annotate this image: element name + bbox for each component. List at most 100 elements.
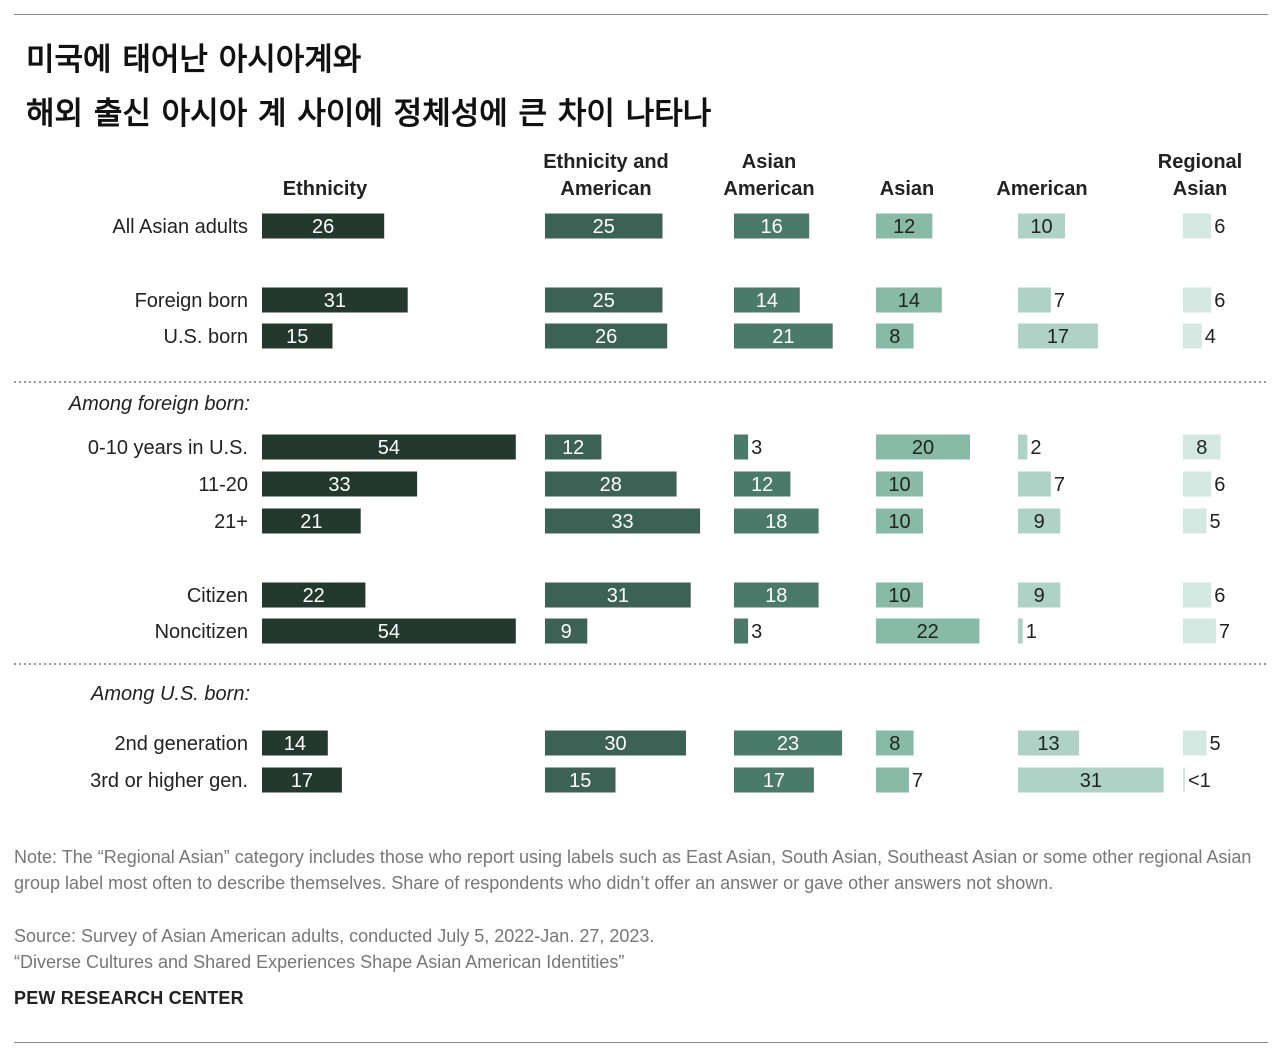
bar [876,508,923,534]
row-label: Foreign born [135,290,248,312]
data-label: 4 [1205,326,1216,348]
data-label: 31 [1080,770,1102,792]
data-label: 15 [569,770,591,792]
data-label: 31 [607,585,629,607]
bar [545,582,691,608]
bar [1183,730,1207,756]
row-label: 0-10 years in U.S. [88,437,248,459]
bar [734,618,749,644]
data-label: 18 [765,585,787,607]
chart-title-line1: 미국에 태어난 아시아계와 [26,42,362,78]
column-header-1: Ethnicity and [543,151,669,173]
bar [876,323,914,349]
data-label: 21 [300,511,322,533]
data-label: 3 [751,437,762,459]
bar [876,213,933,239]
data-label: 25 [593,216,615,238]
data-label: 22 [303,585,325,607]
bar [262,287,408,313]
bar [1183,287,1212,313]
bar [1018,287,1051,313]
bar [262,730,328,756]
bar [1183,323,1202,349]
bar [1183,582,1212,608]
data-label: 25 [593,290,615,312]
bar [1183,213,1212,239]
row-label: All Asian adults [112,216,248,238]
bar [1183,767,1185,793]
column-header-1: American [560,178,651,200]
bar [734,213,810,239]
group-label: Among U.S. born: [90,683,250,705]
bar [262,434,516,460]
bar [876,618,980,644]
top-rule [14,14,1268,15]
column-header-5: Regional [1158,151,1242,173]
bar [545,508,701,534]
row-label: Noncitizen [155,621,248,643]
data-label: 7 [1219,621,1230,643]
bar [545,767,616,793]
data-label: 15 [286,326,308,348]
data-label: 26 [312,216,334,238]
data-label: 8 [889,326,900,348]
data-label: 7 [1054,474,1065,496]
data-label: 6 [1214,216,1225,238]
data-label: 6 [1214,474,1225,496]
column-header-3: Asian [880,178,934,200]
bar [1018,618,1023,644]
bar [262,323,333,349]
row-label: 2nd generation [115,733,248,755]
bar [734,434,749,460]
bar [1018,767,1164,793]
data-label: 31 [324,290,346,312]
data-label: 2 [1030,437,1041,459]
data-label: 3 [751,621,762,643]
data-label: 10 [1030,216,1052,238]
data-label: 18 [765,511,787,533]
data-label: 13 [1037,733,1059,755]
column-header-4: American [996,178,1087,200]
column-header-2: American [723,178,814,200]
data-label: 14 [756,290,778,312]
bar [262,471,418,497]
data-label: 8 [1196,437,1207,459]
data-label: 10 [888,511,910,533]
bar [876,471,923,497]
bar [734,767,814,793]
bar [1018,508,1061,534]
column-header-0: Ethnicity [283,178,368,200]
chart-note: Note: The “Regional Asian” category incl… [14,847,1252,893]
data-label: 33 [328,474,350,496]
bar [876,767,909,793]
data-label: 6 [1214,290,1225,312]
data-label: 33 [611,511,633,533]
bar [262,508,361,534]
data-label: 17 [291,770,313,792]
data-label: 12 [893,216,915,238]
bar [734,471,791,497]
bottom-rule [14,1042,1268,1043]
bar [876,287,942,313]
row-label: 11-20 [198,474,248,496]
data-label: 20 [912,437,934,459]
bar [1018,471,1051,497]
bar [1018,323,1098,349]
bar [545,213,663,239]
data-label: 5 [1210,733,1221,755]
data-label: 10 [888,474,910,496]
data-label: 10 [888,585,910,607]
bar [545,730,686,756]
data-label: 6 [1214,585,1225,607]
bar [545,323,668,349]
data-label: 21 [772,326,794,348]
bar [734,287,800,313]
bar [545,471,677,497]
data-label: 14 [898,290,920,312]
bar [1183,508,1207,534]
bar [876,434,970,460]
bar [734,730,843,756]
column-header-2: Asian [742,151,796,173]
bar [545,618,588,644]
data-label: 9 [561,621,572,643]
